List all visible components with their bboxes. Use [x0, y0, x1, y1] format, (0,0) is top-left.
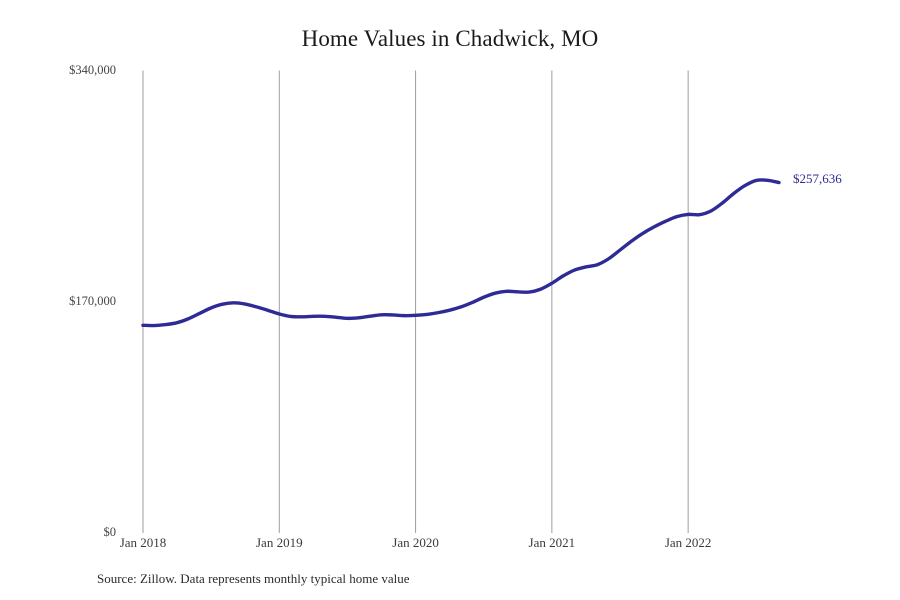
source-note: Source: Zillow. Data represents monthly … [97, 571, 410, 586]
y-axis-tick-340000: $340,000 [69, 63, 116, 77]
end-value-label: $257,636 [793, 170, 842, 186]
x-axis-tick-jan-2018: Jan 2018 [119, 535, 167, 550]
chart-title: Home Values in Chadwick, MO [301, 26, 599, 51]
x-axis-tick-jan-2019: Jan 2019 [255, 535, 303, 550]
home-value-line [141, 178, 781, 328]
x-axis-tick-jan-2022: Jan 2022 [664, 535, 712, 550]
x-axis-tick-jan-2021: Jan 2021 [528, 535, 576, 550]
x-axis-tick-jan-2020: Jan 2020 [392, 535, 439, 550]
y-axis-labels: $340,000 $170,000 $0 [20, 0, 116, 600]
y-axis-tick-170000: $170,000 [69, 294, 116, 308]
y-axis-tick-0: $0 [103, 525, 117, 539]
gridlines [142, 70, 689, 533]
